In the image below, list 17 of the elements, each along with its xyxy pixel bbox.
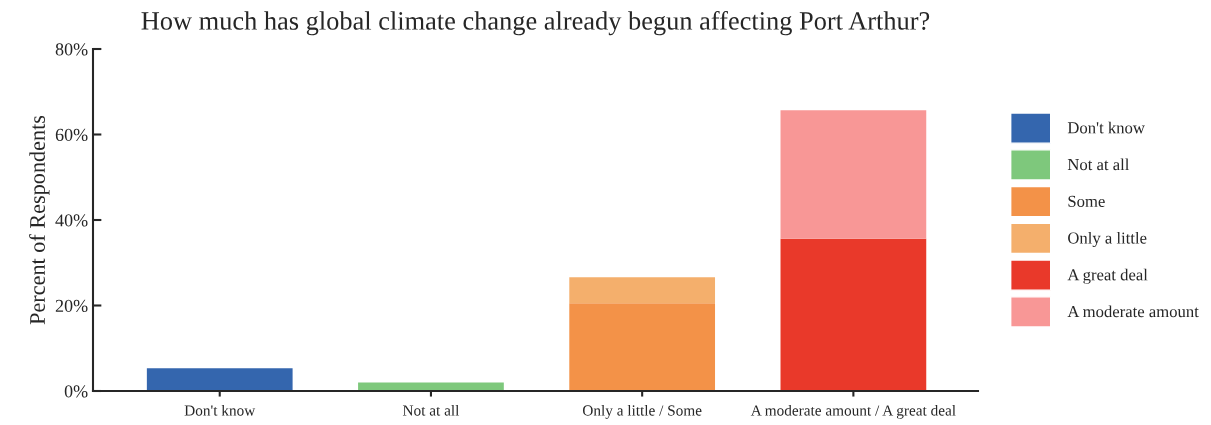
legend-label: Only a little — [1068, 231, 1147, 248]
x-tick-label: Not at all — [402, 404, 460, 416]
legend-label: Some — [1068, 195, 1105, 207]
legend-label: Not at all — [1067, 158, 1130, 171]
y-tick-label: 80% — [55, 43, 88, 56]
y-tick-label: 40% — [55, 214, 88, 227]
legend-label: A moderate amount — [1067, 305, 1199, 318]
x-tick-label: A moderate amount / A great deal — [750, 404, 956, 419]
x-tick-label: Only a little / Some — [582, 404, 702, 419]
chart-title: How much has global climate change already begun affecting Port Arthur? — [141, 10, 930, 36]
y-tick-label: 20% — [55, 299, 88, 312]
y-tick-label: 0% — [64, 385, 88, 398]
x-tick-label: Don't know — [184, 404, 256, 416]
y-tick-label: 60% — [55, 128, 88, 141]
y-axis-title: Percent of Respondents — [29, 115, 50, 325]
legend-label: A great deal — [1067, 268, 1148, 284]
legend-label: Don't know — [1067, 121, 1145, 134]
